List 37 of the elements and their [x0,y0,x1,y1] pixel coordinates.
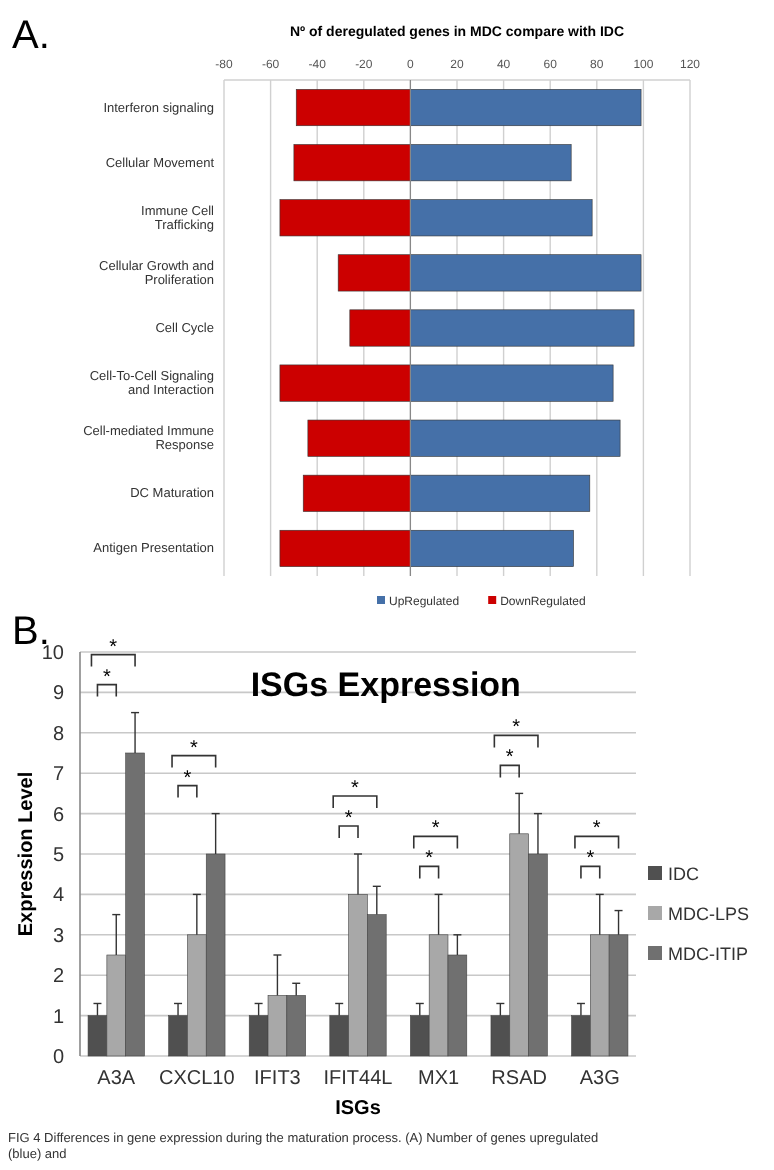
annotation: * [431,818,440,841]
y-tick-label: 9 [52,683,65,706]
y-tick-label: 1 [52,1006,65,1029]
y-tick-label: 6 [52,804,65,827]
annotation: * [592,818,601,841]
y-axis-title: Expression Level [16,771,38,937]
y-tick-label: 3 [52,925,65,948]
legend-label: MDC-LPS [668,904,750,924]
annotation: * [351,778,360,800]
annotation: * [102,666,111,689]
chart-title: ISGs Expression [250,666,521,704]
annotation: * [189,737,198,760]
annotation: * [183,767,192,790]
x-tick-label: RSAD [491,1068,547,1090]
x-tick-label: A3G [579,1068,621,1090]
x-tick-label: MX1 [418,1068,461,1090]
x-tick-label: IFIT3 [254,1068,302,1090]
y-tick-label: 5 [52,845,65,867]
annotation: * [344,808,353,830]
y-tick-label: 8 [52,723,65,746]
annotation: * [505,747,514,770]
x-tick-label: IFIT44L [323,1068,394,1090]
legend-label: MDC-ITIP [668,944,748,964]
y-tick-label: 4 [52,885,65,908]
x-tick-label: CXCL10 [159,1068,236,1090]
x-axis-title: ISGs [335,1098,382,1120]
legend-label: IDC [668,864,700,884]
annotation: * [109,636,118,659]
x-tick-label: A3A [97,1068,136,1090]
y-tick-label: 0 [52,1047,65,1069]
y-tick-label: 10 [41,643,65,665]
annotation: * [586,848,595,871]
y-tick-label: 2 [52,966,65,989]
annotation: * [425,848,434,871]
annotation: * [512,717,521,740]
text: A. [12,14,50,58]
y-tick-label: 7 [52,764,65,787]
